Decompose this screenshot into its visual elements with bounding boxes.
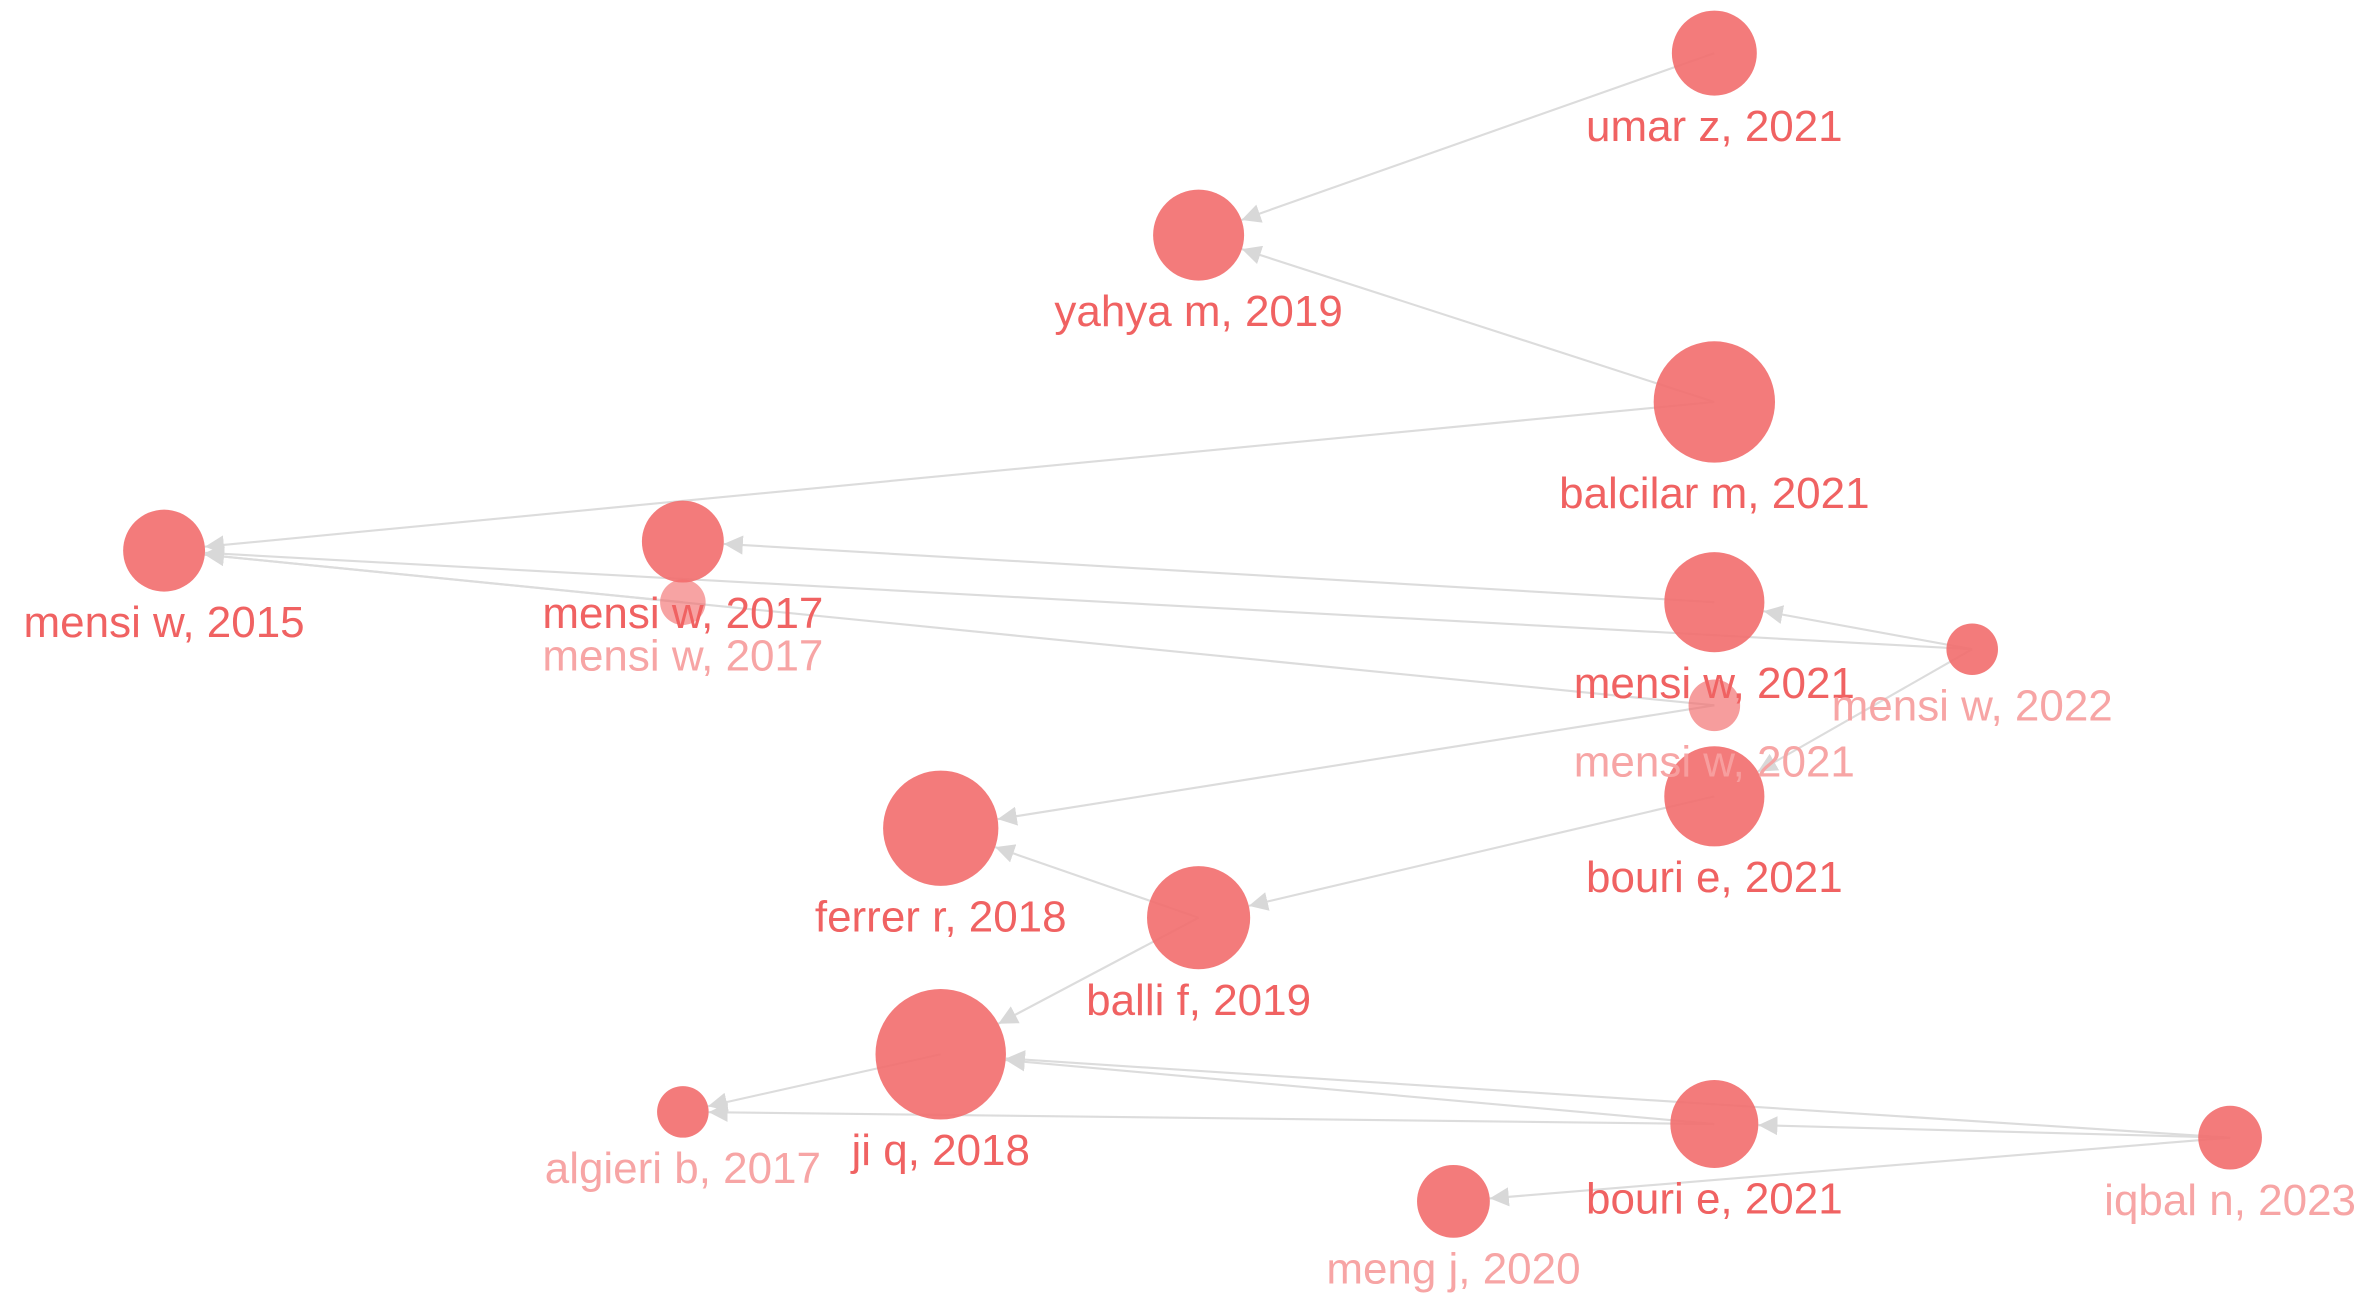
node (641, 500, 724, 583)
node-label: mensi w, 2021 (1574, 738, 1855, 787)
citation-edge (1005, 1052, 1715, 1126)
node (1147, 866, 1251, 970)
citation-edge (1758, 1116, 2231, 1139)
node (1417, 1164, 1490, 1238)
citation-edge (1241, 52, 1715, 223)
labels: umar z, 2021 yahya m, 2019 balcilar m, 202… (24, 102, 2356, 1293)
node-label: ferrer r, 2018 (815, 892, 1067, 941)
node-label: bouri e, 2021 (1586, 1175, 1843, 1224)
node-label: meng j, 2020 (1326, 1244, 1580, 1293)
node (1670, 1080, 1759, 1168)
nodes (123, 10, 2262, 1238)
citation-edge (204, 400, 1715, 555)
citation-edge (997, 704, 1715, 826)
node (875, 989, 1006, 1120)
node (1153, 189, 1245, 281)
node (123, 509, 206, 592)
citation-edge (1005, 1050, 2231, 1139)
citation-edge (723, 535, 1715, 604)
node-label: yahya m, 2019 (1054, 287, 1342, 336)
node (657, 1086, 709, 1138)
node-label: mensi w, 2017 (542, 589, 823, 638)
node (1664, 552, 1765, 653)
node (1671, 10, 1757, 96)
node-label: mensi w, 2022 (1832, 682, 2113, 731)
citation-edge (1248, 795, 1715, 911)
node (1653, 341, 1776, 463)
node (660, 579, 706, 625)
citation-edge (1489, 1136, 2231, 1207)
node (883, 770, 999, 886)
node-label: algieri b, 2017 (545, 1144, 821, 1193)
node-label: mensi w, 2015 (24, 598, 305, 647)
node (1946, 623, 1998, 676)
node (1688, 679, 1741, 732)
node-label: ji q, 2018 (850, 1126, 1030, 1175)
citation-edge (1763, 605, 1973, 651)
node-label: mensi w, 2021 (1574, 659, 1855, 708)
node (2198, 1105, 2262, 1170)
node-label: balli f, 2019 (1086, 976, 1311, 1025)
citation-edge (708, 1102, 1715, 1126)
node-label: balcilar m, 2021 (1559, 469, 1869, 518)
node-label: umar z, 2021 (1586, 102, 1843, 151)
node-label: iqbal n, 2023 (2104, 1176, 2356, 1225)
node (1664, 746, 1765, 847)
citation-edge (1757, 648, 1973, 773)
node-label: mensi w, 2017 (542, 631, 823, 680)
citation-edge (1241, 245, 1715, 403)
node-label: bouri e, 2021 (1586, 853, 1843, 902)
citation-edge (204, 547, 683, 604)
